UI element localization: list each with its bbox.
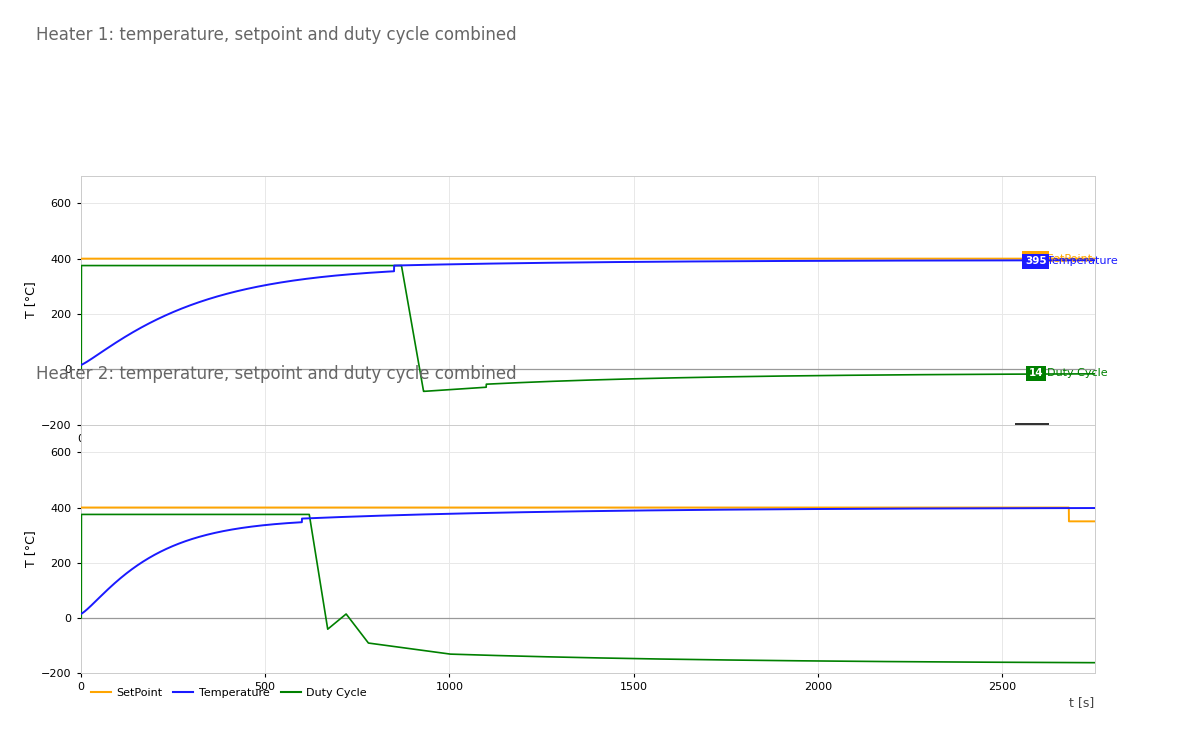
Y-axis label: T [°C]: T [°C]	[24, 531, 37, 567]
Text: Heater 1: temperature, setpoint and duty cycle combined: Heater 1: temperature, setpoint and duty…	[36, 26, 516, 44]
Text: 14: 14	[1028, 368, 1042, 378]
Text: Heater 2: temperature, setpoint and duty cycle combined: Heater 2: temperature, setpoint and duty…	[36, 365, 516, 383]
Text: 395: 395	[1025, 256, 1046, 266]
Y-axis label: T [°C]: T [°C]	[24, 282, 37, 318]
Text: 2580: 2580	[1018, 426, 1046, 436]
Text: t [s]: t [s]	[1070, 442, 1095, 455]
Legend: SetPoint, Temperature, Duty Cycle: SetPoint, Temperature, Duty Cycle	[87, 433, 371, 452]
Text: 400: 400	[1025, 254, 1046, 264]
Text: Duty Cycle: Duty Cycle	[1047, 368, 1108, 378]
Text: SetPoint: SetPoint	[1047, 254, 1092, 264]
Text: t [s]: t [s]	[1070, 696, 1095, 709]
Text: Temperature: Temperature	[1047, 256, 1117, 266]
Legend: SetPoint, Temperature, Duty Cycle: SetPoint, Temperature, Duty Cycle	[87, 684, 371, 703]
